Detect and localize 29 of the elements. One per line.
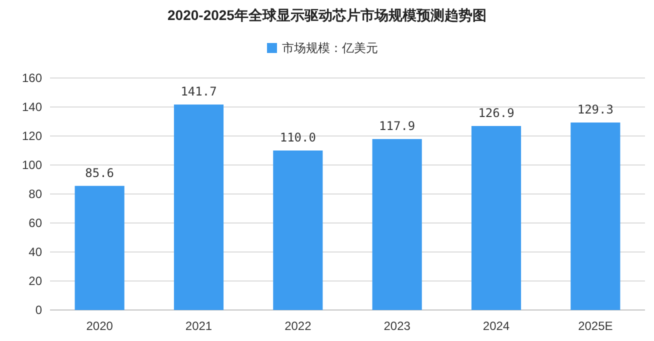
- x-tick-label: 2021: [185, 319, 212, 333]
- bar: [273, 150, 323, 310]
- bar: [471, 126, 522, 310]
- x-tick-label: 2025E: [578, 319, 613, 333]
- x-tick-label: 2020: [86, 319, 114, 333]
- y-tick-label: 140: [22, 100, 42, 114]
- bar: [570, 122, 620, 310]
- y-tick-label: 60: [28, 216, 42, 230]
- x-tick-label: 2023: [384, 319, 411, 333]
- y-tick-label: 80: [28, 187, 42, 201]
- y-tick-label: 40: [28, 245, 42, 259]
- text: 117.9: [379, 119, 416, 134]
- text: 129.3: [577, 102, 614, 117]
- bar: [372, 139, 422, 310]
- y-tick-label: 120: [22, 129, 42, 143]
- y-tick-label: 100: [22, 158, 42, 172]
- text: 110.0: [280, 130, 316, 144]
- bar: [174, 104, 224, 310]
- text: 141.7: [180, 84, 217, 99]
- x-tick-label: 2022: [284, 319, 312, 333]
- x-tick-label: 2024: [482, 319, 510, 333]
- bar: [74, 186, 124, 310]
- chart-title: 2020-2025年全球显示驱动芯片市场规模预测趋势图: [168, 7, 486, 23]
- text: 126.9: [478, 106, 514, 120]
- y-tick-label: 20: [28, 274, 42, 288]
- legend-label: 市场规模：亿美元: [282, 41, 378, 55]
- y-tick-label: 160: [22, 71, 42, 85]
- text: 85.6: [85, 166, 114, 180]
- y-tick-label: 0: [35, 303, 42, 317]
